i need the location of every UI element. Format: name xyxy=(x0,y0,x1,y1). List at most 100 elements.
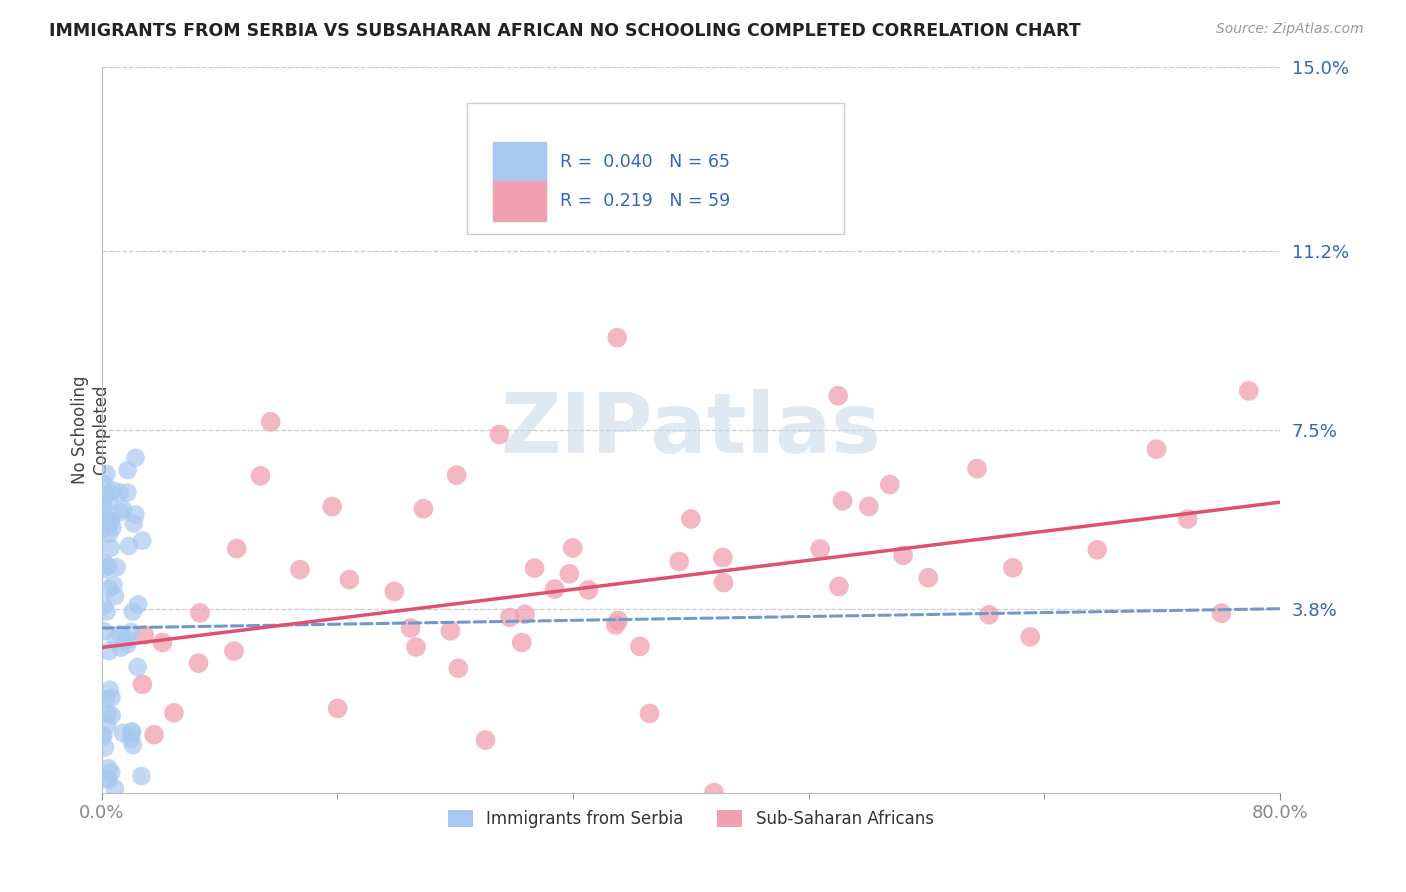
Bar xyxy=(494,181,546,220)
Point xyxy=(120,731,142,746)
Point xyxy=(1237,384,1260,398)
Point xyxy=(828,580,851,594)
Point xyxy=(711,550,734,565)
Text: ZIPatlas: ZIPatlas xyxy=(501,389,882,470)
Point xyxy=(124,450,146,465)
Point xyxy=(858,500,880,514)
Point xyxy=(93,599,115,614)
Point xyxy=(1001,561,1024,575)
Point xyxy=(917,571,939,585)
Point xyxy=(115,632,138,647)
Text: R =  0.040   N = 65: R = 0.040 N = 65 xyxy=(560,153,730,171)
Point xyxy=(100,690,122,705)
Point xyxy=(101,520,124,534)
Point xyxy=(100,513,122,527)
Point xyxy=(90,516,112,530)
Point xyxy=(97,761,120,775)
Point xyxy=(606,331,628,345)
Point xyxy=(94,557,117,571)
Point xyxy=(94,692,117,706)
Point xyxy=(91,730,114,744)
Point xyxy=(104,781,127,796)
Point xyxy=(121,724,143,739)
Point xyxy=(117,637,139,651)
Point xyxy=(339,573,361,587)
Point xyxy=(100,515,122,529)
Point xyxy=(966,461,988,475)
Point xyxy=(105,560,128,574)
Point xyxy=(607,614,630,628)
Point xyxy=(96,605,118,619)
Point xyxy=(513,607,536,622)
Point xyxy=(163,706,186,720)
Point xyxy=(117,463,139,477)
Point xyxy=(98,682,121,697)
Point xyxy=(101,708,124,723)
Point xyxy=(1085,542,1108,557)
Point xyxy=(891,549,914,563)
Point xyxy=(93,477,115,491)
Point xyxy=(93,499,115,513)
Point xyxy=(96,515,118,529)
Point xyxy=(188,606,211,620)
Point xyxy=(111,726,134,740)
Point xyxy=(97,582,120,596)
Point xyxy=(628,640,651,654)
Point xyxy=(97,706,120,721)
Point xyxy=(446,468,468,483)
Point xyxy=(96,488,118,502)
Point xyxy=(131,769,153,783)
Text: R =  0.219   N = 59: R = 0.219 N = 59 xyxy=(560,192,730,210)
Point xyxy=(447,661,470,675)
Point xyxy=(488,427,510,442)
Point xyxy=(399,621,422,635)
Point xyxy=(561,541,583,555)
Point xyxy=(131,677,153,691)
Point xyxy=(1177,512,1199,526)
Point xyxy=(439,624,461,638)
Point xyxy=(187,656,209,670)
Point xyxy=(558,566,581,581)
Point xyxy=(523,561,546,575)
Point xyxy=(127,598,149,612)
Bar xyxy=(494,143,546,182)
Point xyxy=(638,706,661,721)
Point xyxy=(104,632,127,646)
Point xyxy=(108,627,131,641)
Point xyxy=(100,765,122,780)
Point xyxy=(152,635,174,649)
Point xyxy=(143,728,166,742)
Point xyxy=(326,701,349,715)
Point xyxy=(118,539,141,553)
Point xyxy=(605,617,627,632)
Point xyxy=(120,624,142,639)
Point xyxy=(544,582,567,596)
Point xyxy=(121,726,143,740)
Point xyxy=(96,467,118,481)
Point xyxy=(96,718,118,732)
Point xyxy=(110,505,132,519)
Point xyxy=(679,512,702,526)
Point xyxy=(1211,606,1233,620)
Point xyxy=(222,644,245,658)
Point xyxy=(100,541,122,555)
Point xyxy=(117,485,139,500)
Point xyxy=(103,578,125,592)
Point xyxy=(321,500,343,514)
Point xyxy=(112,502,135,516)
Point xyxy=(827,389,849,403)
Point xyxy=(94,772,117,786)
Point xyxy=(122,516,145,531)
Point xyxy=(703,786,725,800)
Point xyxy=(260,415,283,429)
Point xyxy=(93,562,115,576)
Point xyxy=(108,485,131,500)
Point xyxy=(124,508,146,522)
Point xyxy=(288,563,311,577)
Point xyxy=(91,510,114,524)
Point xyxy=(412,501,434,516)
Point xyxy=(578,582,600,597)
Point xyxy=(127,660,149,674)
Point xyxy=(97,644,120,658)
Point xyxy=(121,605,143,619)
